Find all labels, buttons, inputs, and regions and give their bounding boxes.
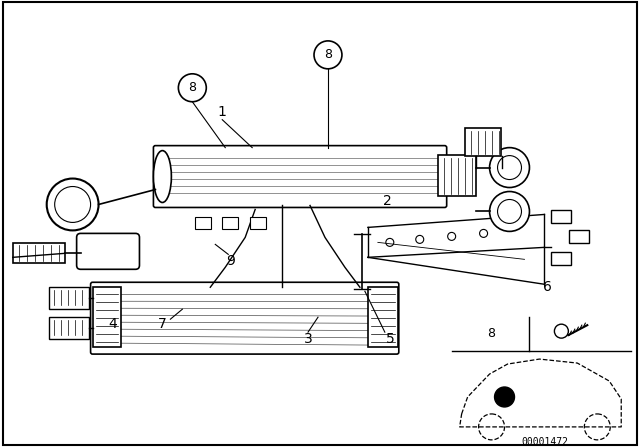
Bar — [49, 287, 88, 309]
Bar — [552, 211, 572, 224]
Bar — [368, 287, 398, 347]
Text: 9: 9 — [226, 254, 235, 268]
Bar — [49, 317, 88, 339]
Text: 7: 7 — [158, 317, 167, 331]
Bar — [222, 217, 238, 229]
Text: 3: 3 — [303, 332, 312, 346]
Bar — [13, 243, 65, 263]
Text: 00001472: 00001472 — [521, 437, 568, 447]
Circle shape — [495, 387, 515, 407]
Bar — [93, 287, 120, 347]
Bar — [438, 155, 476, 197]
Text: 5: 5 — [385, 332, 394, 346]
FancyBboxPatch shape — [154, 146, 447, 207]
FancyBboxPatch shape — [77, 233, 140, 269]
Text: 8: 8 — [324, 48, 332, 61]
Text: 2: 2 — [383, 194, 392, 208]
Ellipse shape — [154, 151, 172, 202]
FancyBboxPatch shape — [91, 282, 399, 354]
Circle shape — [47, 179, 99, 230]
Bar — [552, 252, 572, 265]
Text: 1: 1 — [218, 105, 227, 119]
Text: 4: 4 — [108, 317, 117, 331]
Bar — [465, 128, 500, 155]
Circle shape — [179, 74, 206, 102]
Text: 6: 6 — [543, 280, 552, 294]
Circle shape — [314, 41, 342, 69]
Bar — [250, 217, 266, 229]
Bar — [195, 217, 211, 229]
Text: 8: 8 — [188, 81, 196, 94]
Circle shape — [490, 191, 529, 232]
Bar — [570, 230, 589, 243]
Circle shape — [490, 148, 529, 188]
Text: 8: 8 — [488, 327, 495, 340]
